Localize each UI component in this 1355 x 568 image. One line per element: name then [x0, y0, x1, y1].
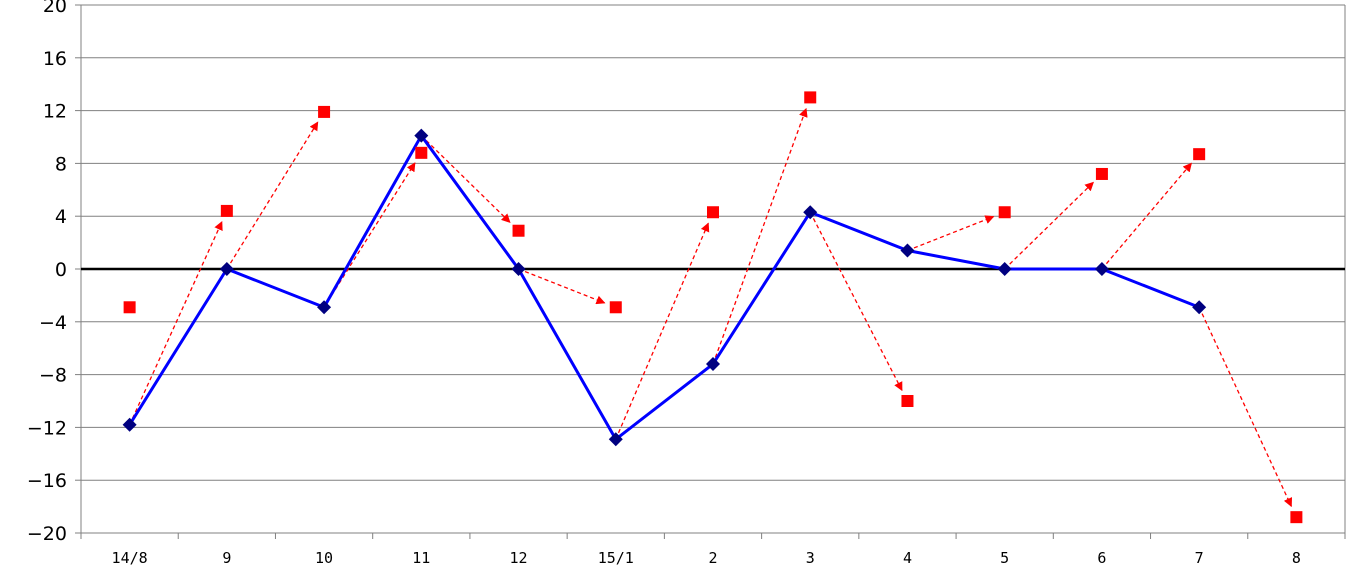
forecast-point	[901, 395, 914, 407]
forecast-arrow	[129, 221, 223, 426]
x-tick-label: 12	[510, 549, 528, 567]
forecast-point	[318, 105, 331, 118]
x-tick-label: 5	[1000, 549, 1009, 567]
actual-point	[511, 262, 526, 276]
y-tick-label: −4	[39, 312, 67, 334]
forecast-arrow	[615, 222, 710, 440]
forecast-point	[998, 206, 1011, 219]
forecast-arrow	[226, 121, 319, 270]
x-tick-labels: 14/8 9 10 11 12 15/1 2 3 4 5 6 7 8	[112, 549, 1301, 567]
x-tick-label: 9	[222, 549, 231, 567]
y-tick-label: −8	[39, 365, 67, 387]
forecast-arrow	[809, 211, 903, 392]
x-tick-label: 7	[1195, 549, 1204, 567]
forecast-point	[123, 301, 136, 314]
actual-point	[608, 432, 623, 447]
x-tick-label: 4	[903, 549, 912, 567]
forecast-series-markers	[123, 91, 1303, 524]
axes	[75, 4, 1346, 539]
actual-point	[1094, 262, 1109, 276]
forecast-arrow	[712, 107, 808, 365]
actual-point	[706, 357, 720, 372]
forecast-arrow	[907, 215, 995, 252]
x-tick-label: 15/1	[598, 549, 634, 567]
y-tick-label: 8	[55, 153, 67, 175]
y-tick-label: −12	[27, 417, 67, 439]
forecast-point	[220, 204, 233, 217]
x-tick-label: 10	[315, 549, 333, 567]
actual-point	[997, 262, 1012, 276]
forecast-point	[1290, 511, 1303, 524]
x-tick-label: 2	[708, 549, 717, 567]
forecast-point	[609, 301, 622, 314]
y-tick-label: −16	[27, 470, 67, 492]
x-tick-label: 14/8	[112, 549, 148, 567]
forecast-point	[707, 206, 719, 219]
actual-line	[128, 134, 1200, 441]
actual-series-line	[128, 134, 1200, 441]
forecast-arrow	[1004, 181, 1094, 270]
x-tick-label: 6	[1097, 549, 1106, 567]
x-tick-label: 3	[806, 549, 815, 567]
x-tick-label: 8	[1292, 549, 1301, 567]
y-tick-label: 0	[55, 259, 67, 281]
forecast-arrow	[518, 268, 606, 305]
y-tick-labels: 20 16 12 8 4 0 −4 −8 −12 −16 −20	[27, 0, 67, 545]
actual-point	[414, 128, 429, 143]
forecast-point	[1193, 148, 1206, 161]
forecast-arrow	[1198, 307, 1293, 508]
x-tick-label: 11	[412, 549, 430, 567]
forecast-point	[1095, 167, 1108, 180]
actual-point	[803, 205, 818, 220]
forecast-arrows	[129, 107, 1293, 508]
actual-point	[219, 262, 234, 276]
actual-point	[122, 417, 137, 432]
forecast-point	[415, 146, 428, 159]
actual-series-markers	[122, 128, 1207, 447]
forecast-point	[512, 224, 525, 237]
actual-point	[1192, 300, 1207, 315]
y-tick-label: −20	[27, 523, 67, 545]
y-tick-label: 16	[43, 48, 67, 70]
actual-point	[317, 300, 332, 315]
forecast-arrow	[420, 135, 511, 223]
forecast-point	[804, 91, 817, 104]
forecast-arrow	[1101, 162, 1192, 270]
y-tick-label: 4	[55, 206, 67, 228]
y-tick-label: 20	[43, 0, 67, 17]
actual-point	[900, 243, 915, 258]
y-tick-label: 12	[43, 101, 67, 123]
